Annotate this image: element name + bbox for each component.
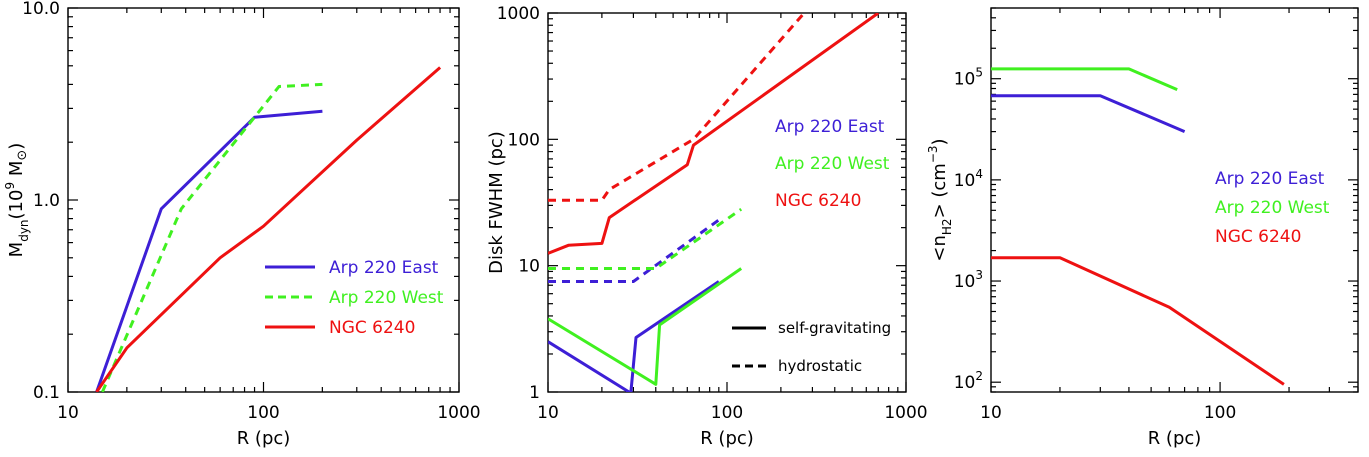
y-tick-label: 10 xyxy=(518,257,540,277)
series-group xyxy=(95,66,442,392)
x-tick-label: 1000 xyxy=(884,403,927,423)
y-tick-label: 1000 xyxy=(497,4,540,24)
y-tick-label: 1 xyxy=(529,383,540,403)
legend-label-ngc-6240: NGC 6240 xyxy=(1215,227,1301,247)
legend-label-ngc-6240: NGC 6240 xyxy=(775,191,861,211)
chart-panel-1: 10 100 1000 0.1 1.0 10.0 R (pc) Mdyn(109 M⊙) Arp… xyxy=(3,0,481,449)
series-line-ngc-6240 xyxy=(95,66,442,392)
x-axis-label: R (pc) xyxy=(237,428,291,449)
legend-label-arp-220-east: Arp 220 East xyxy=(329,258,439,278)
y-tick-label: 1.0 xyxy=(33,191,60,211)
style-legend-label: self-gravitating xyxy=(778,319,891,337)
y-tick-label: 10.0 xyxy=(22,0,60,19)
series-line-arp-220-west xyxy=(991,67,1178,91)
y-tick-label: 0.1 xyxy=(33,383,60,403)
y-axis-label: <nH2> (cm−3) xyxy=(926,138,954,261)
legend-label-arp-220-east: Arp 220 East xyxy=(1215,169,1325,189)
series-line-arp-220-east xyxy=(95,109,323,392)
legend-label-ngc-6240: NGC 6240 xyxy=(329,318,415,338)
x-tick-label: 100 xyxy=(1204,403,1236,423)
y-axis-label: Disk FWHM (pc) xyxy=(486,131,507,274)
series-line-ngc-6240-dashed xyxy=(548,13,806,202)
style-legend-label: hydrostatic xyxy=(778,357,862,375)
y-tick-label: 104 xyxy=(954,167,983,191)
series-line-arp-220-east xyxy=(991,94,1186,133)
axes-frame xyxy=(990,7,1359,393)
series-line-ngc-6240 xyxy=(548,13,880,255)
x-tick-label: 100 xyxy=(247,403,279,423)
x-tick-label: 10 xyxy=(57,403,79,423)
y-tick-label: 102 xyxy=(954,369,983,393)
series-group xyxy=(548,13,880,392)
x-axis-label: R (pc) xyxy=(700,428,754,449)
series-line-ngc-6240 xyxy=(991,256,1285,386)
y-tick-label: 103 xyxy=(954,268,983,292)
series-line-arp-220-east-dashed xyxy=(548,218,720,283)
x-tick-label: 1000 xyxy=(437,403,480,423)
y-axis-label: Mdyn(109 M⊙) xyxy=(3,143,31,258)
y-tick-label: 100 xyxy=(508,130,540,150)
legend-label-arp-220-east: Arp 220 East xyxy=(775,117,885,137)
series-line-arp-220-west xyxy=(548,267,743,386)
x-axis-label: R (pc) xyxy=(1148,428,1202,449)
legend-label-arp-220-west: Arp 220 West xyxy=(1215,198,1330,218)
x-tick-label: 100 xyxy=(711,403,743,423)
legend-label-arp-220-west: Arp 220 West xyxy=(775,154,890,174)
series-line-arp-220-east xyxy=(548,280,720,392)
series-line-arp-220-west-dashed xyxy=(101,82,323,392)
y-tick-label: 105 xyxy=(954,66,983,90)
series-group xyxy=(991,67,1285,386)
x-tick-label: 10 xyxy=(980,403,1002,423)
x-tick-label: 10 xyxy=(537,403,559,423)
legend-label-arp-220-west: Arp 220 West xyxy=(329,288,444,308)
series-line-arp-220-west-dashed xyxy=(548,207,743,270)
chart-panel-3: 10 100 102 103 104 105 R (pc) <nH2> (cm−3) Arp 2… xyxy=(926,7,1359,449)
